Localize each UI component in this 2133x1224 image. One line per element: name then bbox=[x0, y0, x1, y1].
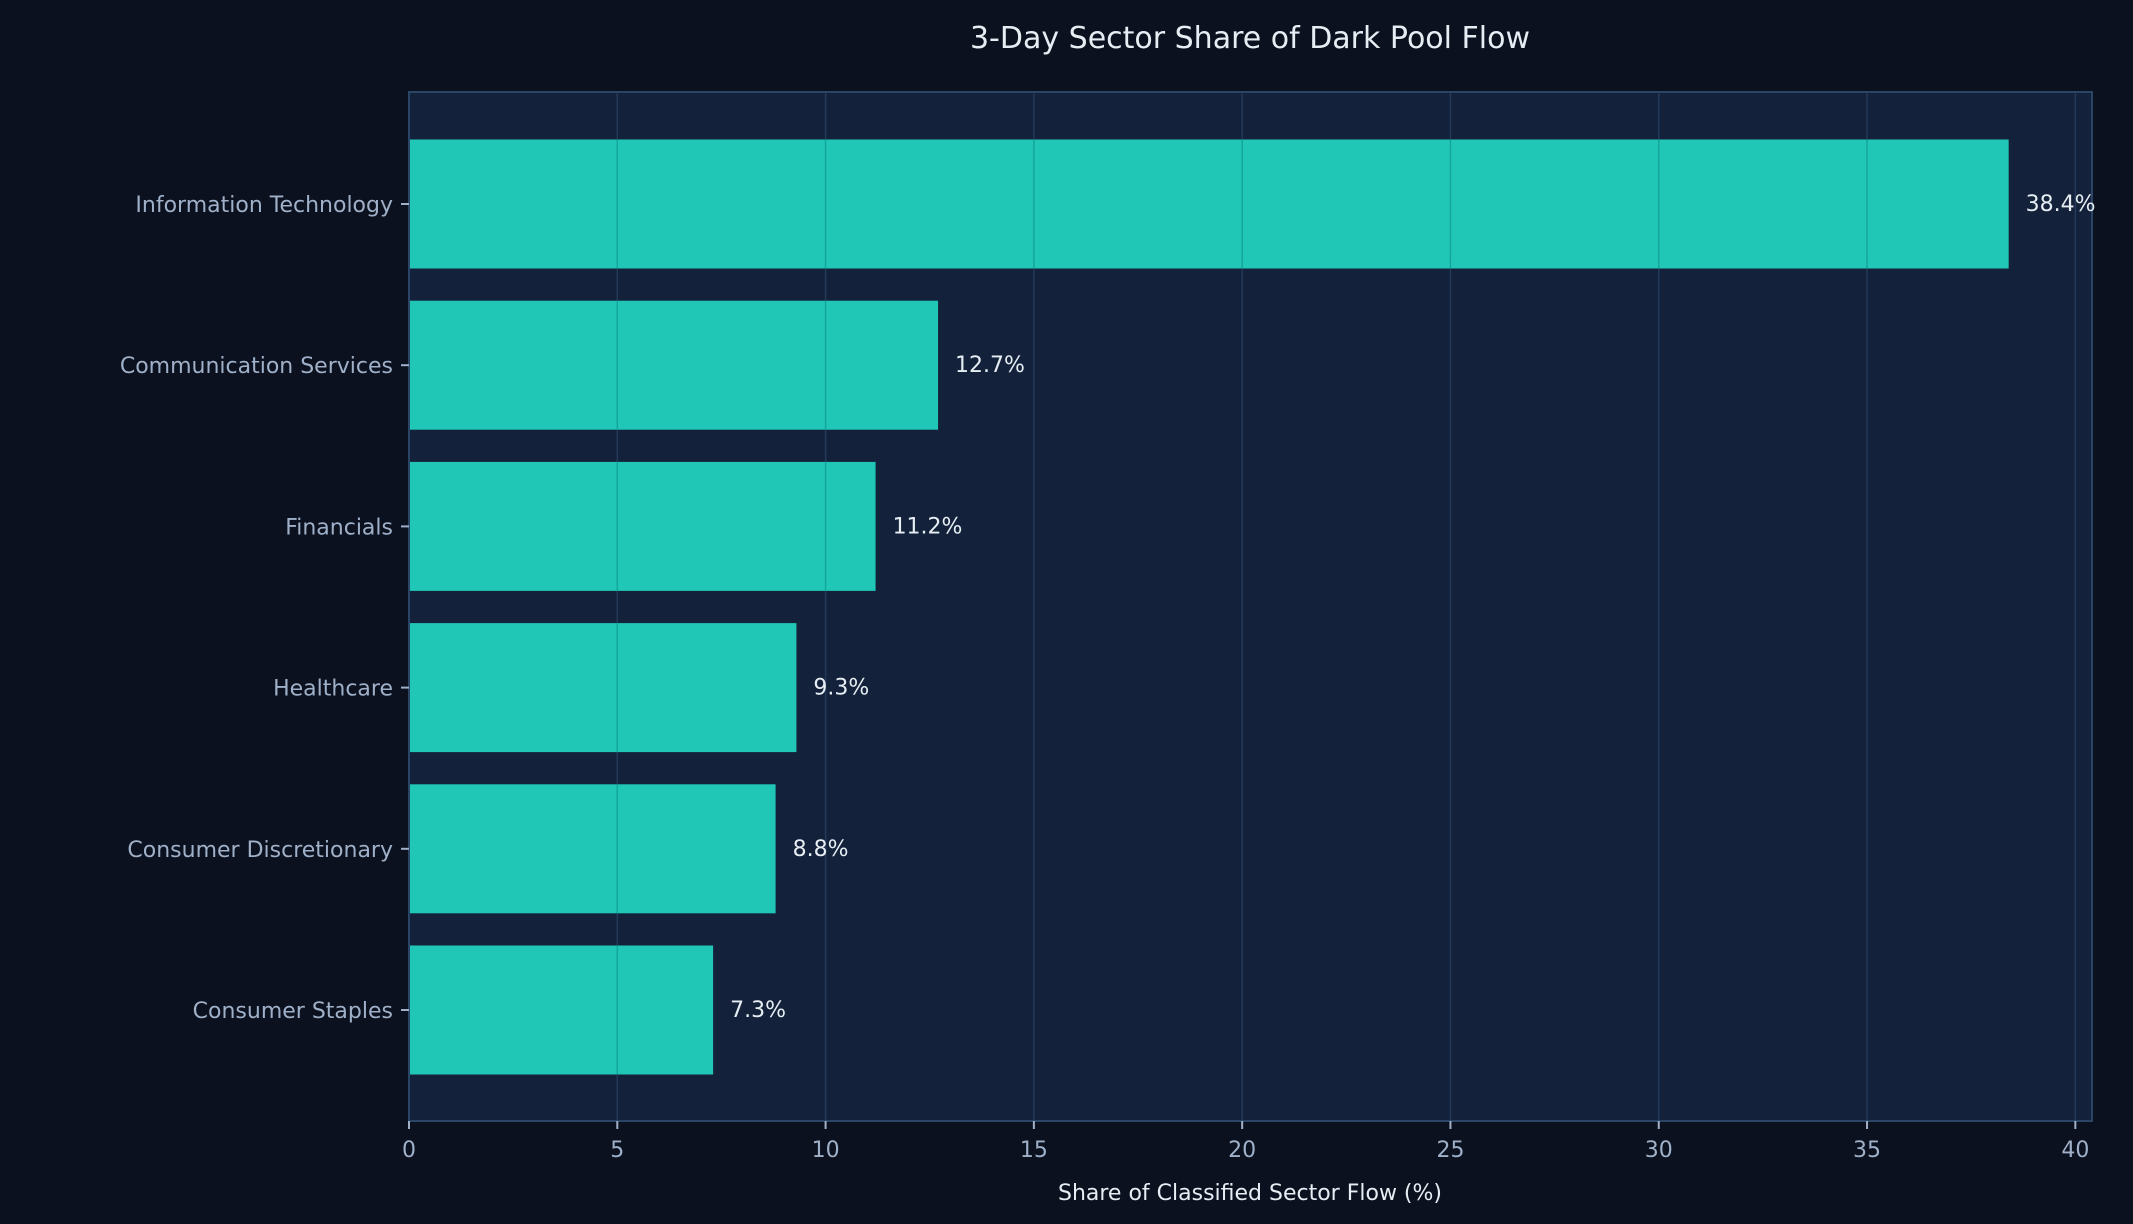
bar bbox=[409, 945, 714, 1075]
x-axis-label: Share of Classified Sector Flow (%) bbox=[1058, 1181, 1442, 1206]
bar bbox=[409, 461, 876, 591]
x-tick-label: 0 bbox=[402, 1138, 416, 1163]
chart-title: 3-Day Sector Share of Dark Pool Flow bbox=[970, 21, 1530, 56]
data-label: 12.7% bbox=[955, 353, 1025, 378]
data-label: 8.8% bbox=[793, 837, 849, 862]
x-tick-label: 5 bbox=[610, 1138, 624, 1163]
x-tick-label: 35 bbox=[1853, 1138, 1881, 1163]
data-label: 9.3% bbox=[813, 676, 869, 701]
x-tick-label: 10 bbox=[812, 1138, 840, 1163]
x-axis: 0 5 10 15 20 25 30 35 40 bbox=[402, 1121, 2089, 1163]
x-tick-label: 30 bbox=[1645, 1138, 1673, 1163]
bar bbox=[409, 623, 797, 753]
plot-frame bbox=[408, 91, 2093, 1122]
x-tick-label: 20 bbox=[1228, 1138, 1256, 1163]
bar bbox=[409, 139, 2009, 269]
data-label: 38.4% bbox=[2026, 192, 2096, 217]
x-tick-label: 25 bbox=[1436, 1138, 1464, 1163]
y-tick-label: Communication Services bbox=[120, 354, 393, 379]
data-label: 7.3% bbox=[730, 998, 786, 1023]
y-axis: Information Technology Communication Serv… bbox=[120, 193, 409, 1024]
x-tick-label: 15 bbox=[1020, 1138, 1048, 1163]
y-tick-label: Financials bbox=[285, 515, 393, 540]
data-labels: 38.4% 12.7% 11.2% 9.3% 8.8% 7.3% bbox=[730, 192, 2095, 1023]
x-tick-label: 40 bbox=[2061, 1138, 2089, 1163]
y-tick-label: Consumer Staples bbox=[193, 999, 393, 1024]
y-tick-label: Healthcare bbox=[273, 677, 393, 702]
bar bbox=[409, 300, 939, 430]
data-label: 11.2% bbox=[893, 514, 963, 539]
y-tick-label: Information Technology bbox=[135, 193, 393, 218]
bars bbox=[409, 139, 2009, 1075]
y-tick-label: Consumer Discretionary bbox=[127, 838, 393, 863]
bar bbox=[409, 784, 776, 914]
